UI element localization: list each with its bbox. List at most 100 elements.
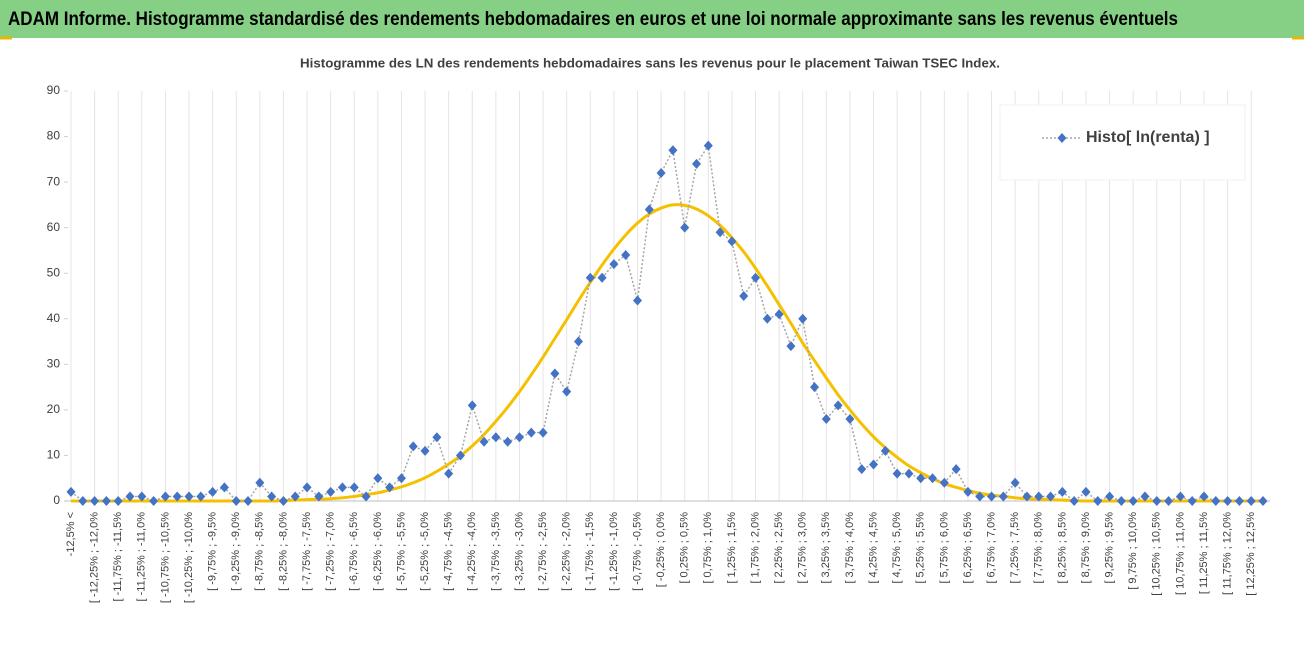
- x-tick-label: [ -12,25% ; -12,0%: [89, 512, 101, 603]
- x-tick-label: [ -4,75% ; -4,5%: [443, 512, 455, 591]
- point: [621, 250, 631, 260]
- x-tick-label: [ -2,75% ; -2,5%: [537, 512, 549, 591]
- point: [396, 473, 406, 484]
- point: [869, 459, 879, 470]
- point: [597, 272, 607, 283]
- point: [644, 204, 654, 215]
- x-tick-label: [ -10,75% ; -10,5%: [159, 512, 171, 603]
- point: [1175, 491, 1185, 502]
- point: [1010, 477, 1020, 488]
- y-tick-label: 50: [47, 265, 61, 279]
- page-title: ADAM Informe. Histogramme standardisé de…: [8, 9, 1178, 30]
- x-tick-label: [ 6,25% ; 6,5%: [962, 512, 974, 584]
- x-tick-label: [ 7,75% ; 8,0%: [1033, 512, 1045, 584]
- point: [66, 486, 76, 497]
- x-tick-label: [ 8,75% ; 9,0%: [1080, 512, 1092, 584]
- point: [1258, 496, 1268, 506]
- point: [1199, 491, 1209, 502]
- point: [1081, 486, 1091, 497]
- x-tick-label: [ 6,75% ; 7,0%: [985, 512, 997, 584]
- point: [90, 496, 100, 506]
- x-tick-label: [ 9,75% ; 10,0%: [1127, 512, 1139, 590]
- y-tick-label: 80: [47, 129, 61, 143]
- point: [337, 482, 347, 493]
- x-tick-label: [ 5,75% ; 6,0%: [938, 512, 950, 584]
- x-tick-label: [ -4,25% ; -4,0%: [466, 512, 478, 591]
- point: [160, 491, 170, 502]
- point: [208, 486, 218, 497]
- point: [326, 486, 336, 497]
- point: [821, 414, 831, 424]
- x-tick-label: [ -11,75% ; -11,5%: [112, 512, 124, 602]
- x-tick-label: [ 1,75% ; 2,0%: [749, 512, 761, 584]
- point: [1034, 491, 1044, 502]
- x-tick-label: [ 10,25% ; 10,5%: [1151, 512, 1163, 596]
- x-tick-label: [ -8,75% ; -8,5%: [254, 512, 266, 591]
- point: [149, 496, 159, 506]
- point: [998, 491, 1008, 502]
- normal-curve: [70, 203, 1263, 503]
- point: [703, 140, 713, 151]
- point: [1152, 496, 1162, 506]
- point: [656, 168, 666, 178]
- x-tick-label: [ -2,25% ; -2,0%: [561, 512, 573, 591]
- x-tick-label: [ -9,25% ; -9,0%: [230, 512, 242, 591]
- point: [892, 468, 902, 479]
- point: [1116, 496, 1126, 506]
- point: [963, 486, 973, 497]
- point: [113, 496, 123, 506]
- point: [939, 477, 949, 488]
- x-tick-label: [ -6,25% ; -6,0%: [372, 512, 384, 591]
- x-tick-label: [ -0,25% ; 0,0%: [655, 512, 667, 587]
- point: [385, 482, 395, 493]
- y-tick-label: 40: [47, 311, 61, 325]
- x-tick-label: [ -3,75% ; -3,5%: [490, 512, 502, 591]
- point: [479, 436, 489, 447]
- y-tick-label: 70: [47, 174, 61, 188]
- point: [573, 336, 583, 347]
- point: [420, 445, 430, 456]
- x-tick-label: [ 2,25% ; 2,5%: [773, 512, 785, 584]
- point: [349, 482, 359, 493]
- x-tick-label: [ -1,75% ; -1,5%: [584, 512, 596, 591]
- point: [432, 432, 442, 443]
- point: [1246, 496, 1256, 506]
- point: [562, 386, 572, 397]
- y-tick-label: 20: [47, 402, 61, 416]
- legend-marker: [1057, 133, 1067, 143]
- point: [302, 482, 312, 493]
- point: [833, 400, 843, 411]
- point: [373, 473, 383, 484]
- series-line: [70, 144, 1263, 502]
- x-tick-label: [ -6,75% ; -6,5%: [348, 512, 360, 591]
- point: [314, 491, 324, 502]
- point: [845, 414, 855, 424]
- legend-label: Histo[ ln(renta) ]: [1086, 129, 1210, 146]
- point: [526, 427, 536, 438]
- point: [1140, 491, 1150, 502]
- point: [408, 441, 418, 452]
- x-tick-label: [ -10,25% ; -10,0%: [183, 512, 195, 603]
- x-tick-label: [ 12,25% ; 12,5%: [1245, 512, 1257, 596]
- point: [267, 491, 277, 502]
- point: [1105, 491, 1115, 502]
- y-tick-label: 10: [47, 448, 61, 462]
- x-tick-label: [ -7,75% ; -7,5%: [301, 512, 313, 591]
- x-tick-label: [ 10,75% ; 11,0%: [1174, 512, 1186, 595]
- point: [904, 468, 914, 479]
- point: [1234, 496, 1244, 506]
- point: [219, 482, 229, 493]
- point: [1211, 496, 1221, 506]
- y-tick-label: 0: [53, 493, 60, 507]
- x-tick-label: [ -8,25% ; -8,0%: [277, 512, 289, 591]
- point: [692, 158, 702, 169]
- point: [975, 491, 985, 502]
- point: [101, 496, 111, 506]
- x-tick-label: [ 5,25% ; 5,5%: [915, 512, 927, 584]
- point: [751, 272, 761, 283]
- point: [125, 491, 135, 502]
- point: [951, 464, 961, 475]
- point: [491, 432, 501, 443]
- x-tick-label: [ -9,75% ; -9,5%: [207, 512, 219, 591]
